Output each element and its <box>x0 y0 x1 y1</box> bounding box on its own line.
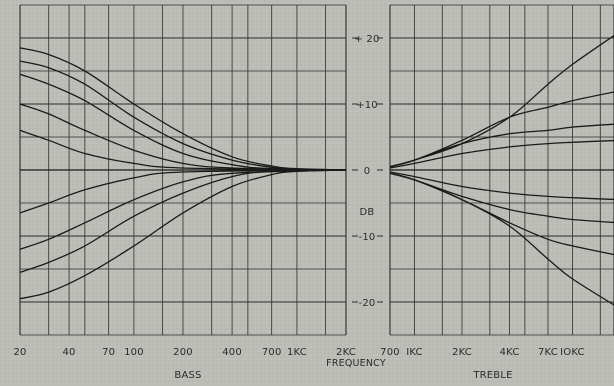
bass-x-tick-label: 40 <box>63 347 76 358</box>
treble-curve-3 <box>389 123 614 168</box>
treble-axis-label: TREBLE <box>472 370 512 381</box>
treble-x-tick-label: 4KC <box>500 347 520 358</box>
y-tick-label: +10 <box>356 100 378 111</box>
treble-x-tick-label: IOKC <box>560 347 585 358</box>
bass-x-tick-label: 70 <box>102 347 115 358</box>
treble-curve-6 <box>389 171 614 201</box>
bass-curve-5 <box>19 129 347 171</box>
bass-x-tick-label: 20 <box>13 347 26 358</box>
bass-x-tick-label: 400 <box>222 347 242 358</box>
bass-x-tick-label: 700 <box>262 347 282 358</box>
treble-x-tick-label: 2KC <box>452 347 472 358</box>
bass-curve-10 <box>19 169 347 300</box>
treble-x-tick-label: 700 <box>380 347 400 358</box>
frequency-axis-label: FREQUENCY <box>326 358 386 369</box>
treble-curve-4 <box>389 139 614 169</box>
y-tick-label: -10 <box>359 232 376 243</box>
y-tick-label: 0 <box>364 166 371 177</box>
bass-x-tick-label: 100 <box>124 347 144 358</box>
treble-curve-9 <box>389 172 614 306</box>
bass-x-tick-label: 1KC <box>287 347 307 358</box>
y-axis-label: DB <box>360 207 375 218</box>
treble-series <box>389 34 614 306</box>
tick-labels: 20 40 70 100 200 400 700 1KC 700 IKC 2KC 4KC 7KC IOKC… <box>13 34 584 358</box>
bass-curve-7 <box>19 169 347 214</box>
chart-labels: DB BASS FREQUENCY TREBLE <box>174 207 512 381</box>
treble-x-tick-label: 7KC <box>538 347 558 358</box>
bass-x-tick-label-end: 2KC <box>336 347 356 358</box>
bass-curve-8 <box>19 169 347 250</box>
bass-x-tick-label: 200 <box>173 347 193 358</box>
bass-series <box>19 47 347 300</box>
y-tick-label: -20 <box>359 298 376 309</box>
bass-curve-9 <box>19 169 347 273</box>
treble-x-tick-label: IKC <box>406 347 423 358</box>
bass-curve-1 <box>19 47 347 171</box>
bass-axis-label: BASS <box>174 370 201 381</box>
y-tick-label: + 20 <box>354 34 379 45</box>
